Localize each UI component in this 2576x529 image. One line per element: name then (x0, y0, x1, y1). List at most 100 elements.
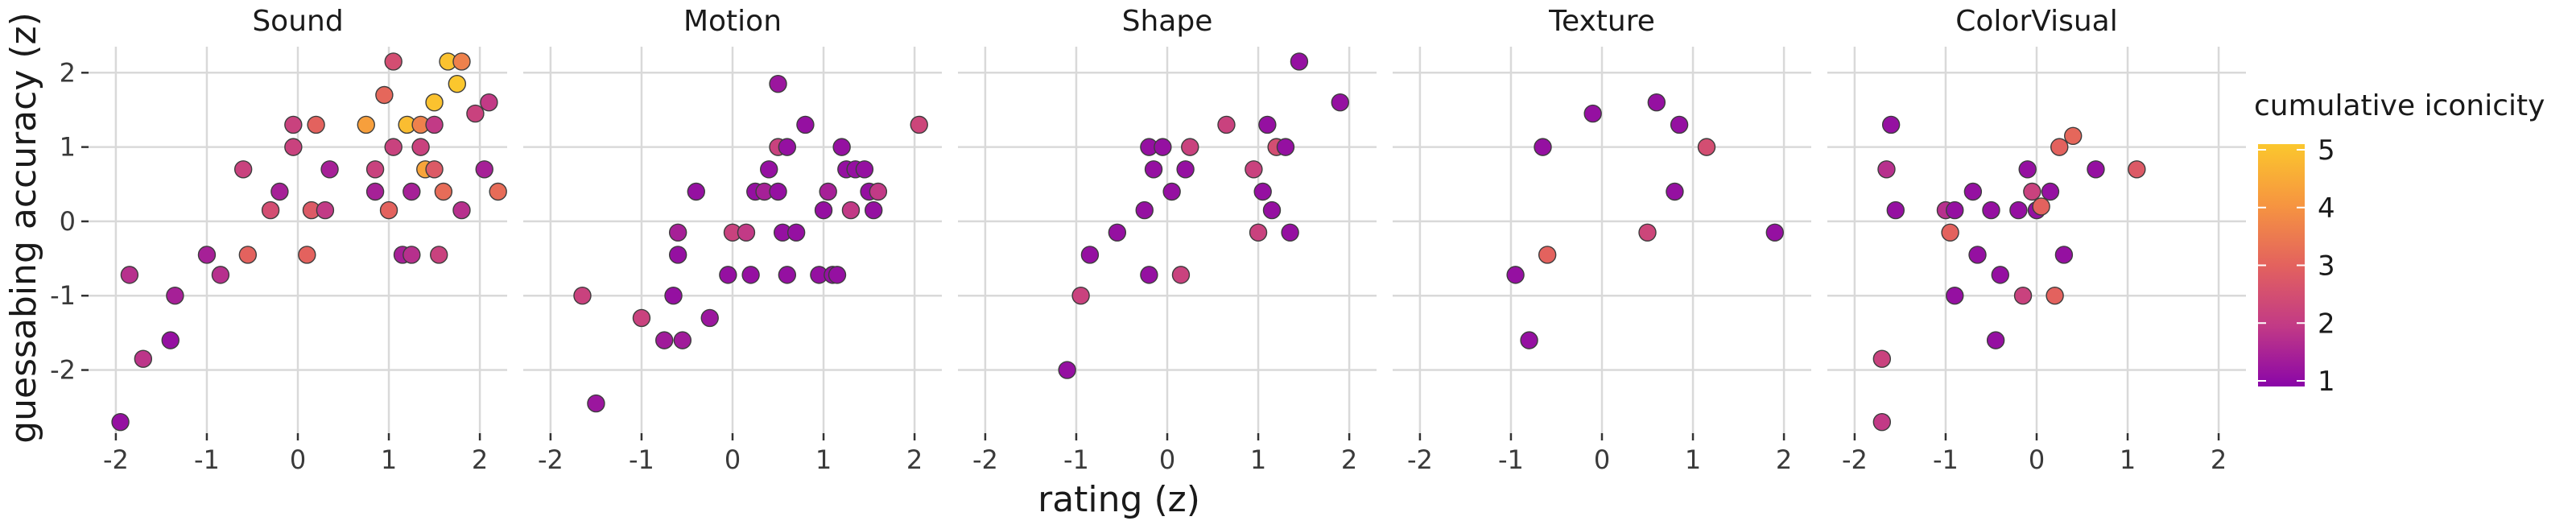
data-point (1877, 160, 1896, 179)
data-point (1171, 266, 1191, 284)
x-axis-label: rating (z) (1038, 479, 1200, 520)
data-point (480, 93, 498, 112)
facet-panels: Sound -2 -1 0 1 2 -2 -1 0 1 2 Motion -2 -1 0 1 2 Shape -2 -… (50, 5, 2246, 475)
legend-tick-label: 4 (2318, 192, 2335, 225)
data-point (1181, 138, 1199, 156)
data-point (664, 287, 683, 305)
x-tick-label: -1 (1498, 444, 1524, 475)
data-point (1276, 138, 1295, 156)
data-point (832, 138, 851, 156)
data-point (1140, 266, 1158, 284)
data-point (2050, 138, 2069, 156)
data-point (865, 200, 883, 220)
panel-title: Texture (1548, 5, 1655, 38)
legend-title: cumulative iconicity (2254, 89, 2545, 122)
data-point (1080, 246, 1100, 264)
panel-title: ColorVisual (1955, 5, 2117, 38)
data-point (1290, 52, 1309, 71)
data-point (769, 74, 787, 93)
data-point (238, 246, 258, 264)
data-point (819, 182, 837, 201)
data-point (1253, 182, 1272, 201)
data-point (687, 182, 705, 201)
data-point (2041, 182, 2060, 201)
data-point (828, 266, 847, 284)
data-point (1506, 266, 1525, 284)
data-point (655, 331, 674, 349)
legend-tick-label: 2 (2318, 308, 2335, 340)
data-point (1963, 182, 1983, 201)
data-point (1968, 246, 1987, 264)
data-point (1872, 349, 1892, 368)
x-tick-label: 1 (815, 444, 832, 475)
data-point (425, 160, 444, 179)
data-point (357, 115, 375, 134)
data-point (307, 115, 325, 134)
data-point (2032, 197, 2050, 216)
y-tick-label: 1 (60, 132, 76, 163)
panel-texture: Texture -2 -1 0 1 2 (1393, 5, 1811, 475)
legend-tick-label: 5 (2318, 134, 2335, 167)
data-point (2023, 182, 2041, 201)
data-point (1697, 138, 1716, 156)
data-point (384, 138, 402, 156)
data-point (1249, 223, 1268, 242)
data-point (375, 85, 394, 105)
data-point (1258, 115, 1277, 134)
data-point (2013, 287, 2033, 305)
data-point (384, 52, 402, 71)
color-legend: cumulative iconicity 1 2 3 4 5 (2254, 89, 2545, 398)
data-point (489, 182, 507, 201)
panel-motion: Motion -2 -1 0 1 2 (523, 5, 942, 475)
panel-colorvisual: ColorVisual -2 -1 0 1 2 (1827, 5, 2246, 475)
data-point (1583, 104, 1602, 123)
data-point (1986, 331, 2005, 349)
data-point (1534, 138, 1552, 156)
x-tick-label: -2 (103, 444, 129, 475)
data-point (2054, 246, 2074, 264)
data-point (1071, 287, 1090, 305)
data-point (2087, 160, 2105, 179)
data-point (700, 308, 719, 328)
data-point (475, 160, 493, 179)
x-tick-label: 1 (2120, 444, 2136, 475)
data-point (270, 182, 289, 201)
data-point (452, 52, 471, 71)
data-point (233, 160, 253, 179)
data-point (1262, 200, 1282, 220)
data-point (1991, 266, 2009, 284)
data-point (1666, 182, 1684, 201)
data-point (1638, 223, 1657, 242)
x-tick-label: -1 (1933, 444, 1959, 475)
data-point (668, 223, 687, 242)
x-tick-label: -1 (629, 444, 654, 475)
data-point (1765, 223, 1784, 242)
data-point (573, 287, 592, 305)
data-point (632, 308, 651, 328)
data-point (448, 74, 467, 93)
data-point (1176, 160, 1195, 179)
data-point (466, 104, 485, 123)
data-point (2046, 287, 2064, 305)
data-point (2064, 126, 2083, 145)
x-tick-label: 1 (1685, 444, 1701, 475)
data-point (261, 200, 280, 220)
data-point (120, 266, 139, 284)
data-point (1941, 223, 1959, 242)
x-tick-label: -1 (194, 444, 220, 475)
panel-title: Shape (1122, 5, 1213, 38)
x-tick-label: 2 (1776, 444, 1792, 475)
data-point (1135, 200, 1154, 220)
x-tick-label: 2 (906, 444, 923, 475)
data-point (434, 182, 453, 201)
data-point (1982, 200, 2000, 220)
panel-title: Sound (252, 5, 343, 38)
panel-title: Motion (683, 5, 782, 38)
data-point (320, 160, 339, 179)
x-tick-label: 2 (1341, 444, 1357, 475)
data-point (719, 266, 737, 284)
data-point (1108, 223, 1127, 242)
data-point (365, 182, 385, 201)
data-point (111, 412, 130, 432)
